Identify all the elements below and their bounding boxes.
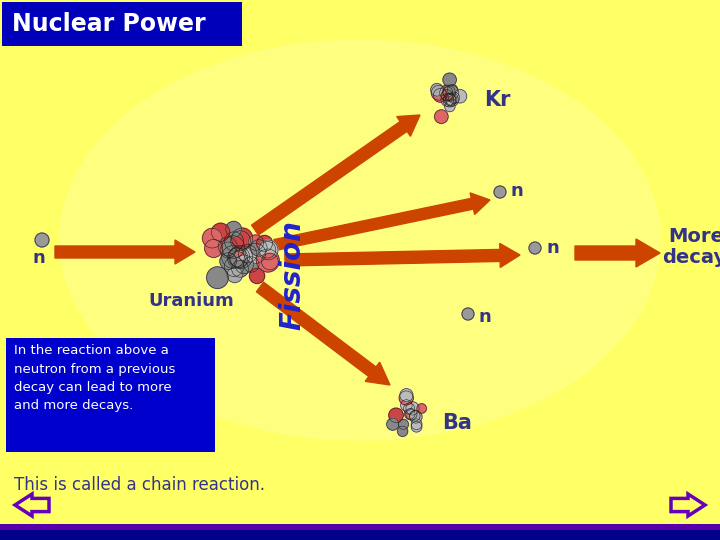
- Circle shape: [411, 419, 422, 430]
- Circle shape: [446, 94, 457, 105]
- Circle shape: [445, 93, 459, 106]
- Circle shape: [444, 93, 456, 105]
- Circle shape: [222, 235, 245, 258]
- Text: n: n: [511, 182, 523, 200]
- Circle shape: [433, 89, 447, 102]
- Circle shape: [248, 235, 264, 251]
- Text: n: n: [33, 249, 46, 267]
- Circle shape: [435, 110, 448, 124]
- Circle shape: [406, 402, 419, 415]
- Circle shape: [258, 240, 278, 260]
- FancyBboxPatch shape: [6, 338, 215, 452]
- Circle shape: [417, 404, 426, 413]
- Text: In the reaction above a
neutron from a previous
decay can lead to more
and more : In the reaction above a neutron from a p…: [14, 344, 176, 413]
- Text: Ba: Ba: [442, 413, 472, 433]
- Polygon shape: [251, 115, 420, 235]
- Circle shape: [441, 93, 454, 106]
- Circle shape: [230, 252, 246, 267]
- Circle shape: [410, 410, 422, 423]
- Circle shape: [232, 260, 248, 277]
- Circle shape: [405, 409, 415, 419]
- Text: Nuclear Power: Nuclear Power: [12, 12, 206, 36]
- Circle shape: [35, 233, 49, 247]
- FancyBboxPatch shape: [0, 530, 720, 540]
- Circle shape: [218, 237, 237, 256]
- Circle shape: [443, 73, 456, 86]
- Circle shape: [225, 232, 243, 251]
- Circle shape: [204, 239, 222, 258]
- Circle shape: [224, 257, 244, 276]
- Circle shape: [441, 90, 453, 101]
- Circle shape: [228, 248, 248, 268]
- Polygon shape: [55, 240, 195, 264]
- Circle shape: [405, 409, 417, 420]
- Circle shape: [256, 235, 273, 252]
- Circle shape: [238, 245, 257, 263]
- Text: More: More: [668, 227, 720, 246]
- Circle shape: [230, 231, 251, 251]
- Text: This is called a chain reaction.: This is called a chain reaction.: [14, 476, 265, 494]
- Circle shape: [398, 420, 408, 429]
- Circle shape: [232, 228, 253, 249]
- Circle shape: [220, 242, 236, 258]
- Text: n: n: [478, 308, 491, 326]
- Circle shape: [243, 257, 259, 272]
- Polygon shape: [274, 193, 490, 251]
- Circle shape: [443, 87, 453, 97]
- Polygon shape: [575, 239, 660, 267]
- Circle shape: [397, 426, 408, 436]
- Text: n: n: [546, 239, 559, 257]
- Circle shape: [261, 253, 278, 270]
- FancyBboxPatch shape: [2, 2, 242, 46]
- Circle shape: [235, 255, 253, 274]
- Circle shape: [449, 92, 459, 104]
- Circle shape: [259, 241, 276, 258]
- Circle shape: [440, 85, 455, 100]
- Circle shape: [230, 245, 253, 268]
- Circle shape: [246, 243, 266, 264]
- Circle shape: [443, 94, 456, 107]
- Polygon shape: [285, 244, 520, 267]
- Circle shape: [251, 240, 267, 256]
- Circle shape: [387, 418, 399, 430]
- Circle shape: [400, 389, 413, 402]
- Ellipse shape: [60, 40, 660, 440]
- Circle shape: [212, 223, 230, 241]
- Circle shape: [431, 85, 446, 100]
- FancyBboxPatch shape: [0, 524, 720, 540]
- Circle shape: [227, 267, 243, 282]
- Circle shape: [445, 102, 455, 112]
- Polygon shape: [256, 282, 390, 385]
- Circle shape: [228, 246, 250, 267]
- Circle shape: [249, 268, 265, 284]
- Circle shape: [399, 391, 413, 405]
- Text: Uranium: Uranium: [148, 292, 234, 310]
- Circle shape: [529, 242, 541, 254]
- Circle shape: [207, 267, 228, 288]
- Circle shape: [389, 408, 403, 422]
- Circle shape: [226, 221, 241, 237]
- Circle shape: [454, 90, 467, 103]
- Circle shape: [220, 253, 237, 269]
- Circle shape: [411, 421, 422, 432]
- Circle shape: [410, 410, 420, 421]
- Circle shape: [494, 186, 506, 198]
- Circle shape: [256, 249, 279, 272]
- Circle shape: [462, 308, 474, 320]
- Circle shape: [400, 400, 412, 411]
- Circle shape: [431, 84, 444, 96]
- Circle shape: [444, 85, 459, 100]
- Circle shape: [447, 84, 457, 95]
- Circle shape: [404, 403, 415, 414]
- Circle shape: [222, 246, 244, 268]
- Text: Kr: Kr: [484, 90, 510, 110]
- Circle shape: [202, 228, 222, 248]
- Text: Fission: Fission: [278, 220, 306, 330]
- Text: decays: decays: [662, 248, 720, 267]
